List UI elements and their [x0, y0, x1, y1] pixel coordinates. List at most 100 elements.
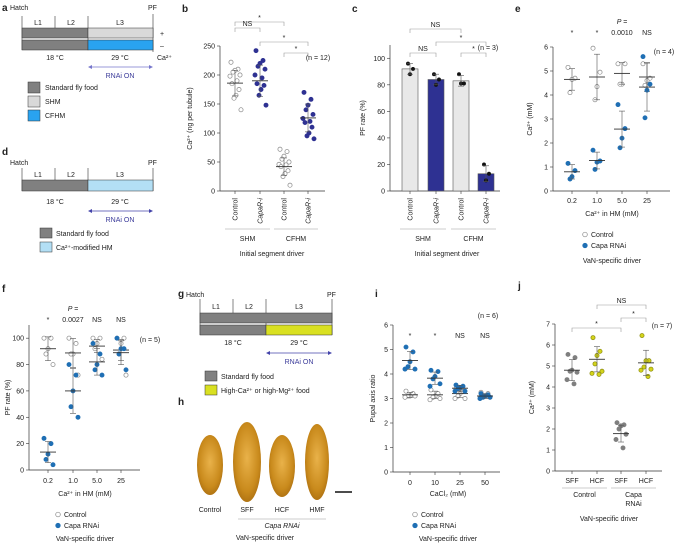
- standard-food-bar: [199, 312, 333, 324]
- data-point: [260, 58, 266, 63]
- data-point: [262, 66, 268, 72]
- rnai-on-label: RNAi ON: [285, 359, 314, 366]
- pupa-image-hmf: [305, 424, 329, 500]
- pupa-image-hcf: [269, 435, 295, 497]
- data-point: [309, 124, 315, 130]
- pf-label: PF: [148, 160, 157, 167]
- data-point: [427, 397, 433, 403]
- standard-food-bar: [21, 39, 89, 51]
- significance-bracket: [596, 304, 647, 309]
- data-point: [437, 381, 443, 387]
- data-point: [75, 414, 81, 420]
- n-label: (n = 3): [478, 45, 498, 52]
- legend-marker: [582, 231, 588, 238]
- y-tick-label: 7: [546, 322, 550, 329]
- data-point: [638, 367, 644, 373]
- data-point: [73, 341, 79, 346]
- panel-label: a: [2, 3, 8, 14]
- y-tick-label: 100: [203, 131, 215, 138]
- temp-18: 18 °C: [46, 198, 64, 206]
- data-point: [123, 367, 129, 373]
- x-tick-label: CapaR-i: [484, 198, 491, 224]
- cfhm-bar: [87, 39, 154, 51]
- temp-18: 18 °C: [46, 54, 64, 62]
- significance-bracket: [409, 52, 437, 57]
- data-point: [238, 107, 244, 113]
- x-tick-label: HCF: [590, 478, 604, 485]
- data-point: [567, 90, 573, 96]
- group-label: Capa: [625, 492, 642, 499]
- group-label: CFHM: [286, 236, 306, 243]
- data-point: [285, 168, 291, 174]
- legend-swatch: [204, 384, 218, 396]
- y-tick-label: 4: [544, 93, 548, 100]
- x-tick-label: 50: [481, 480, 489, 487]
- legend-label: Capa RNAi: [64, 523, 99, 530]
- x-tick-label: 5.0: [617, 198, 627, 205]
- significance-label: *: [596, 30, 599, 37]
- x-tick-label: HCF: [639, 478, 653, 485]
- driver-label: VaN-specific driver: [236, 535, 295, 542]
- data-point: [237, 72, 243, 78]
- significance-label: *: [47, 317, 50, 324]
- data-point: [253, 48, 259, 54]
- n-label: (n = 6): [478, 313, 498, 320]
- data-point: [231, 95, 237, 101]
- legend-label: Capa RNAi: [591, 243, 626, 250]
- panel-h-pupae: h Control SFF HCF HMF Capa RNAi VaN-spec…: [178, 397, 352, 542]
- y-tick-label: 250: [203, 44, 215, 51]
- x-tick-label: 25: [117, 478, 125, 485]
- data-point: [228, 59, 234, 65]
- panel-g-timeline: g Hatch PF L1 L2 L3 18 °C 29 °C RNAi ON …: [178, 289, 336, 396]
- x-axis-label: Ca²⁺ in HM (mM): [585, 211, 638, 218]
- legend-swatch: [27, 95, 41, 108]
- data-point: [592, 166, 598, 172]
- high-ion-food-bar: [265, 324, 333, 336]
- y-tick-label: 6: [544, 45, 548, 52]
- data-point: [258, 87, 264, 92]
- data-point: [452, 388, 458, 394]
- data-point: [589, 370, 595, 376]
- significance-bracket: [283, 52, 309, 57]
- pupa-label: Control: [199, 507, 222, 514]
- legend-label: Control: [421, 512, 444, 519]
- temp-29: 29 °C: [290, 339, 308, 347]
- data-point: [590, 147, 596, 153]
- data-point: [301, 89, 307, 95]
- data-point: [642, 115, 648, 121]
- data-point: [254, 81, 260, 87]
- legend-label: CFHM: [45, 113, 65, 120]
- bar: [452, 80, 470, 192]
- y-tick-label: 40: [377, 135, 385, 142]
- data-point: [43, 457, 49, 462]
- group-label: CFHM: [463, 236, 483, 243]
- y-tick-label: 4: [546, 385, 550, 392]
- pf-label: PF: [327, 292, 336, 299]
- y-tick-label: 100: [373, 56, 385, 63]
- data-point: [645, 374, 651, 379]
- data-point: [620, 445, 626, 451]
- data-point: [73, 372, 79, 378]
- y-tick-label: 0: [546, 469, 550, 476]
- y-axis-label: PF rate (%): [5, 380, 12, 416]
- group-label: SHM: [240, 236, 256, 243]
- legend-label: High-Ca²⁺ or high-Mg²⁺ food: [221, 388, 310, 395]
- data-point: [307, 118, 313, 124]
- significance-label: *: [409, 333, 412, 340]
- x-tick-label: CapaR-i: [258, 198, 265, 224]
- data-point: [452, 396, 458, 401]
- legend-label: Standard fly food: [45, 85, 98, 92]
- stage-l1: L1: [212, 304, 220, 311]
- y-tick-label: 80: [16, 362, 24, 369]
- data-point: [92, 367, 98, 373]
- y-tick-label: 0: [544, 189, 548, 196]
- n-label: (n = 12): [306, 55, 330, 62]
- x-tick-label: CapaR-i: [434, 198, 441, 224]
- y-tick-label: 3: [544, 117, 548, 124]
- significance-bracket: [234, 21, 285, 26]
- x-tick-label: Control: [233, 198, 240, 221]
- x-tick-label: 1.0: [68, 478, 78, 485]
- significance-bracket: [409, 28, 462, 33]
- legend-label: SHM: [45, 99, 61, 106]
- y-tick-label: 100: [12, 336, 24, 343]
